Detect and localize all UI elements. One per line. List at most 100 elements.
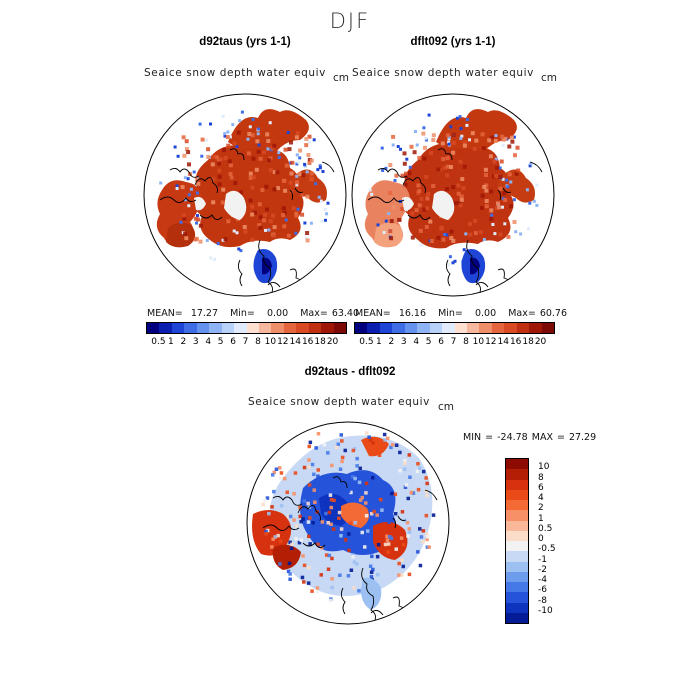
panel1-edge-cell — [216, 242, 220, 246]
diff-texture-cell — [364, 514, 369, 518]
diff-texture-cell — [352, 586, 356, 590]
panel1-colorbar-swatch — [184, 323, 197, 333]
panel1-texture-cell — [210, 162, 215, 167]
diff-texture-cell — [340, 459, 344, 464]
panel1-coastline — [237, 259, 243, 287]
diff-colorbar-swatch — [506, 561, 528, 572]
diff-variable-label: Seaice snow depth water equiv — [248, 396, 430, 408]
diff-texture-cell — [278, 562, 282, 566]
diff-texture-cell — [287, 561, 292, 566]
diff-texture-cell — [310, 462, 315, 467]
panel1-snow-southwest — [166, 222, 196, 248]
panel1-edge-cell — [257, 143, 261, 147]
diff-texture-cell — [307, 565, 311, 570]
panel2-colorbar-swatch — [355, 323, 368, 333]
panel2-texture-cell — [489, 217, 494, 222]
diff-texture-cell — [308, 542, 312, 546]
diff-texture-cell — [368, 438, 373, 442]
panel1-texture-cell — [268, 168, 273, 173]
diff-texture-cell — [322, 443, 327, 447]
diff-colorbar-tick-label: -10 — [538, 605, 553, 616]
panel2-texture-cell — [488, 154, 493, 159]
panel2-edge-cell — [408, 165, 412, 169]
diff-texture-cell — [397, 573, 401, 577]
panel1-edge-cell — [235, 145, 239, 149]
diff-texture-cell — [386, 436, 390, 441]
diff-texture-cell — [425, 493, 429, 498]
panel1-coastline — [194, 177, 218, 194]
panel1-texture-cell — [211, 154, 216, 159]
panel2-texture-cell — [479, 206, 484, 210]
panel2-texture-cell — [507, 172, 512, 177]
panel1-texture-cell — [187, 162, 191, 167]
panel1-edge-cell — [303, 221, 307, 225]
panel2-edge-cell — [458, 115, 462, 119]
diff-texture-cell — [327, 510, 332, 515]
panel1-texture-cell — [262, 218, 266, 223]
panel1-colorbar-swatch — [221, 323, 235, 333]
diff-colorbar-swatch — [506, 602, 528, 613]
panel1-edge-cell — [198, 122, 202, 126]
panel1-edge-cell — [318, 166, 322, 170]
panel2-colorbar-swatch — [529, 323, 542, 333]
diff-texture-cell — [418, 527, 422, 531]
diff-texture-cell — [279, 471, 284, 475]
panel1-edge-cell — [309, 221, 313, 225]
panel1-texture-cell — [250, 212, 255, 217]
panel1-mean-label: MEAN= — [147, 308, 183, 319]
panel1-texture-cell — [268, 219, 273, 224]
diff-texture-cell — [355, 456, 359, 461]
diff-texture-cell — [368, 482, 373, 487]
diff-texture-cell — [380, 508, 384, 512]
panel1-edge-cell — [277, 151, 281, 155]
diff-texture-cell — [425, 532, 429, 537]
panel2-colorbar-tick-label: 1 — [376, 337, 382, 347]
panel2-texture-cell — [431, 184, 436, 188]
panel2-texture-cell — [409, 144, 414, 149]
panel2-edge-cell — [462, 248, 466, 252]
panel2-texture-cell — [487, 138, 492, 143]
diff-texture-cell — [346, 574, 351, 578]
panel1-snow-core — [193, 141, 304, 248]
panel2-edge-cell — [422, 126, 426, 130]
diff-texture-cell — [375, 513, 379, 517]
panel2-edge-cell — [506, 185, 510, 189]
panel2-texture-cell — [489, 208, 494, 213]
panel2-edge-cell — [459, 127, 463, 131]
diff-coastline — [424, 489, 438, 501]
diff-texture-cell — [397, 561, 401, 566]
panel2-colorbar-swatch — [442, 323, 455, 333]
panel1-edge-cell — [314, 182, 318, 186]
panel2-texture-cell — [422, 145, 427, 150]
panel2-texture-cell — [388, 229, 393, 234]
panel1-edge-cell — [284, 218, 288, 222]
diff-texture-cell — [371, 476, 375, 480]
panel2-texture-cell — [451, 150, 456, 155]
panel1-texture-cell — [223, 237, 228, 242]
panel1-texture-cell — [257, 202, 262, 207]
diff-texture-cell — [351, 555, 355, 559]
panel1-edge-cell — [295, 174, 299, 178]
diff-texture-cell — [316, 468, 320, 472]
panel1-texture-cell — [275, 170, 280, 175]
panel2-texture-cell — [394, 173, 399, 178]
panel1-map-field — [156, 109, 335, 293]
panel2-texture-cell — [479, 230, 483, 235]
diff-texture-cell — [375, 554, 380, 559]
panel1-colorbar-swatch — [283, 323, 297, 333]
panel2-stats: MEAN= 16.16 Min= 0.00 Max= 60.76 — [355, 308, 567, 319]
diff-min-max-stats: MIN = -24.78 MAX = 27.29 — [463, 432, 597, 443]
diff-texture-cell — [419, 535, 424, 539]
panel1-texture-cell — [193, 237, 198, 242]
panel1-colorbar-tick-label: 4 — [205, 337, 212, 347]
panel2-edge-cell — [456, 116, 459, 120]
diff-texture-cell — [340, 455, 345, 460]
diff-texture-cell — [352, 447, 357, 451]
diff-coastline — [332, 476, 348, 489]
diff-texture-cell — [383, 542, 388, 547]
diff-texture-cell — [352, 560, 357, 564]
panel1-texture-cell — [229, 175, 234, 180]
diff-texture-cell — [300, 575, 305, 580]
panel1-colorbar-tick-label: 16 — [301, 337, 314, 347]
diff-map-border — [246, 421, 450, 625]
